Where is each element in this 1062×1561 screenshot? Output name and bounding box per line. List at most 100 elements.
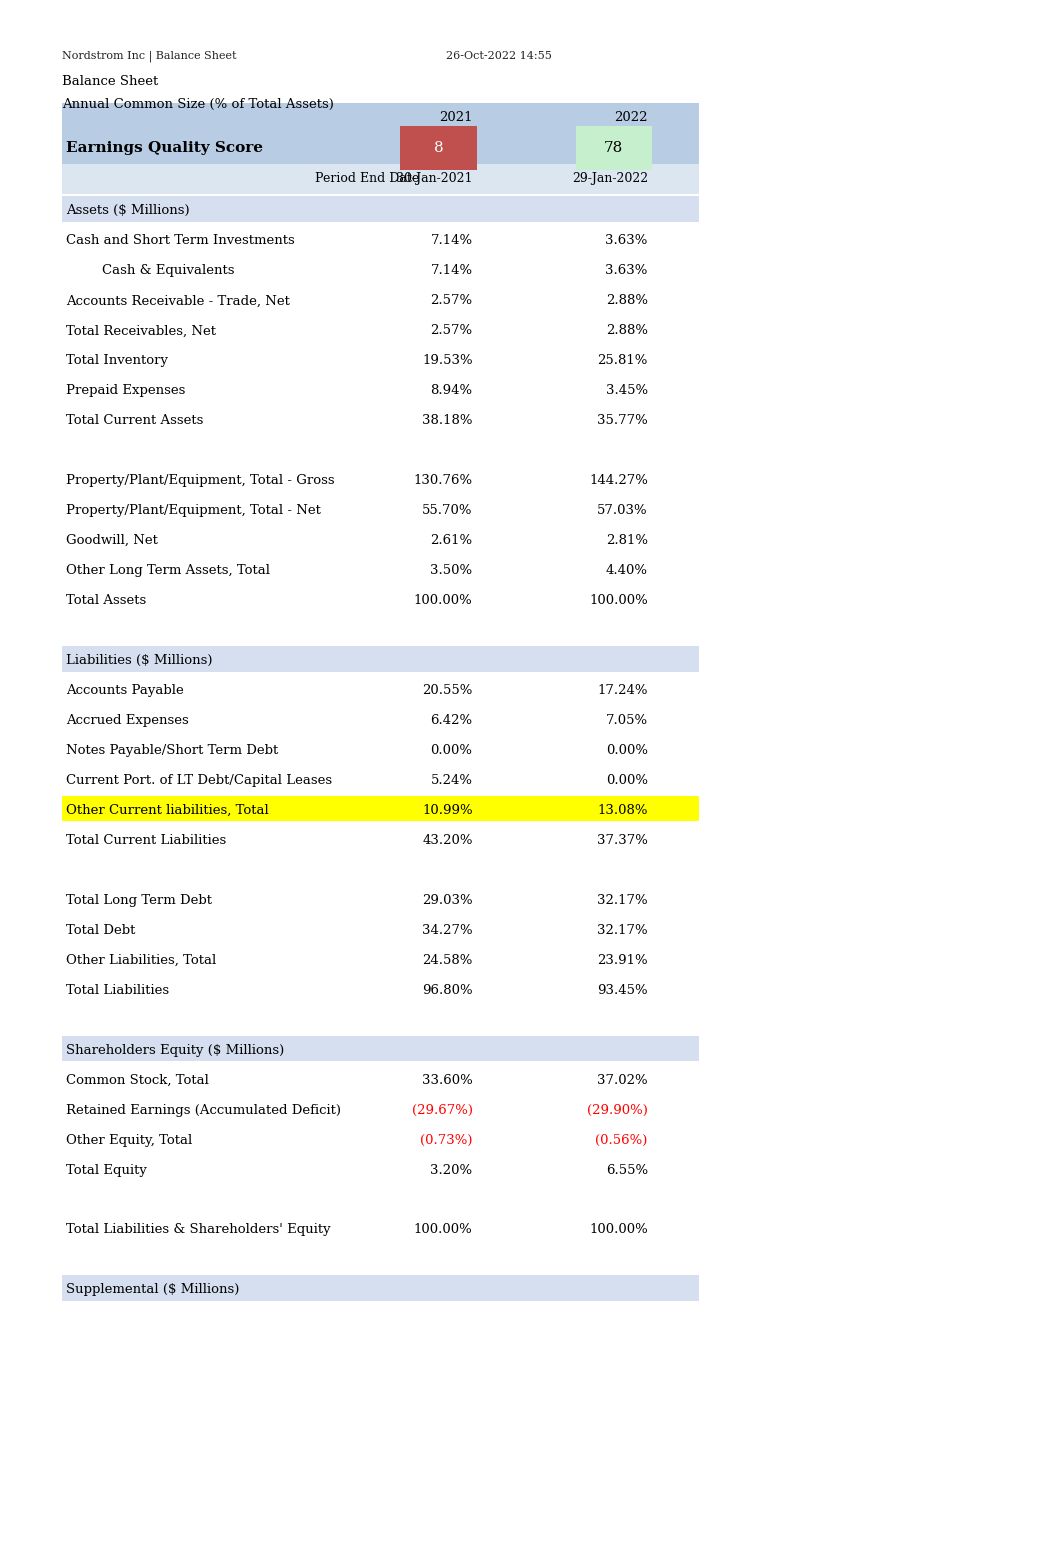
Text: Balance Sheet: Balance Sheet — [62, 75, 158, 87]
Text: (29.90%): (29.90%) — [587, 1104, 648, 1116]
Text: Period End Date: Period End Date — [315, 172, 419, 186]
Text: Total Debt: Total Debt — [66, 924, 135, 937]
Text: 78: 78 — [604, 142, 623, 155]
Text: 0.00%: 0.00% — [605, 774, 648, 787]
Text: 13.08%: 13.08% — [597, 804, 648, 816]
Text: 100.00%: 100.00% — [414, 595, 473, 607]
Text: 24.58%: 24.58% — [423, 954, 473, 966]
Text: Total Current Liabilities: Total Current Liabilities — [66, 834, 226, 846]
Text: 32.17%: 32.17% — [597, 894, 648, 907]
Text: 55.70%: 55.70% — [422, 504, 473, 517]
Text: 29.03%: 29.03% — [422, 894, 473, 907]
Text: 6.42%: 6.42% — [430, 713, 473, 727]
Text: 30-Jan-2021: 30-Jan-2021 — [396, 172, 473, 186]
Text: 3.45%: 3.45% — [605, 384, 648, 396]
Text: Total Liabilities: Total Liabilities — [66, 983, 169, 996]
Text: 5.24%: 5.24% — [430, 774, 473, 787]
Text: Common Stock, Total: Common Stock, Total — [66, 1074, 209, 1086]
FancyBboxPatch shape — [62, 197, 699, 222]
Text: Annual Common Size (% of Total Assets): Annual Common Size (% of Total Assets) — [62, 98, 333, 111]
Text: 25.81%: 25.81% — [598, 354, 648, 367]
Text: Nordstrom Inc | Balance Sheet: Nordstrom Inc | Balance Sheet — [62, 50, 236, 62]
Text: 10.99%: 10.99% — [422, 804, 473, 816]
Text: 20.55%: 20.55% — [423, 684, 473, 696]
Text: 43.20%: 43.20% — [422, 834, 473, 846]
Text: 8.94%: 8.94% — [430, 384, 473, 396]
Text: 100.00%: 100.00% — [589, 595, 648, 607]
Text: 35.77%: 35.77% — [597, 414, 648, 428]
Text: 100.00%: 100.00% — [414, 1224, 473, 1236]
Text: Total Receivables, Net: Total Receivables, Net — [66, 325, 216, 337]
Text: Accounts Receivable - Trade, Net: Accounts Receivable - Trade, Net — [66, 295, 290, 308]
Text: 2022: 2022 — [614, 111, 648, 125]
Text: Accounts Payable: Accounts Payable — [66, 684, 184, 696]
Text: Cash and Short Term Investments: Cash and Short Term Investments — [66, 234, 294, 247]
Text: Other Equity, Total: Other Equity, Total — [66, 1133, 192, 1146]
Text: 37.37%: 37.37% — [597, 834, 648, 846]
Text: 96.80%: 96.80% — [422, 983, 473, 996]
FancyBboxPatch shape — [62, 164, 699, 194]
Text: 7.14%: 7.14% — [430, 234, 473, 247]
Text: 3.63%: 3.63% — [605, 264, 648, 278]
Text: (29.67%): (29.67%) — [412, 1104, 473, 1116]
Text: 8: 8 — [433, 142, 444, 155]
Text: 23.91%: 23.91% — [597, 954, 648, 966]
Text: 2.57%: 2.57% — [430, 295, 473, 308]
FancyBboxPatch shape — [400, 126, 477, 170]
Text: 3.63%: 3.63% — [605, 234, 648, 247]
Text: Total Inventory: Total Inventory — [66, 354, 168, 367]
Text: Goodwill, Net: Goodwill, Net — [66, 534, 158, 546]
Text: 4.40%: 4.40% — [605, 564, 648, 578]
Text: 2.88%: 2.88% — [605, 325, 648, 337]
Text: 144.27%: 144.27% — [589, 475, 648, 487]
Text: Property/Plant/Equipment, Total - Net: Property/Plant/Equipment, Total - Net — [66, 504, 321, 517]
FancyBboxPatch shape — [62, 796, 699, 821]
Text: Retained Earnings (Accumulated Deficit): Retained Earnings (Accumulated Deficit) — [66, 1104, 341, 1116]
FancyBboxPatch shape — [576, 126, 652, 170]
Text: 2.57%: 2.57% — [430, 325, 473, 337]
Text: 0.00%: 0.00% — [605, 745, 648, 757]
Text: Total Equity: Total Equity — [66, 1163, 147, 1177]
Text: 19.53%: 19.53% — [422, 354, 473, 367]
Text: (0.56%): (0.56%) — [596, 1133, 648, 1146]
Text: 29-Jan-2022: 29-Jan-2022 — [571, 172, 648, 186]
Text: Prepaid Expenses: Prepaid Expenses — [66, 384, 185, 396]
FancyBboxPatch shape — [62, 646, 699, 671]
Text: 6.55%: 6.55% — [605, 1163, 648, 1177]
Text: 33.60%: 33.60% — [422, 1074, 473, 1086]
Text: Total Long Term Debt: Total Long Term Debt — [66, 894, 211, 907]
Text: Shareholders Equity ($ Millions): Shareholders Equity ($ Millions) — [66, 1044, 285, 1057]
Text: 2.61%: 2.61% — [430, 534, 473, 546]
Text: Assets ($ Millions): Assets ($ Millions) — [66, 204, 189, 217]
Text: 93.45%: 93.45% — [597, 983, 648, 996]
Text: Liabilities ($ Millions): Liabilities ($ Millions) — [66, 654, 212, 667]
Text: Other Current liabilities, Total: Other Current liabilities, Total — [66, 804, 269, 816]
Text: Property/Plant/Equipment, Total - Gross: Property/Plant/Equipment, Total - Gross — [66, 475, 335, 487]
Text: Total Current Assets: Total Current Assets — [66, 414, 203, 428]
FancyBboxPatch shape — [62, 1035, 699, 1061]
FancyBboxPatch shape — [62, 131, 699, 165]
Text: 26-Oct-2022 14:55: 26-Oct-2022 14:55 — [446, 52, 552, 61]
Text: 2.81%: 2.81% — [605, 534, 648, 546]
Text: 7.05%: 7.05% — [605, 713, 648, 727]
Text: 37.02%: 37.02% — [597, 1074, 648, 1086]
FancyBboxPatch shape — [62, 1275, 699, 1300]
Text: Earnings Quality Score: Earnings Quality Score — [66, 142, 262, 155]
Text: 2021: 2021 — [439, 111, 473, 125]
Text: 38.18%: 38.18% — [422, 414, 473, 428]
Text: (0.73%): (0.73%) — [421, 1133, 473, 1146]
Text: 0.00%: 0.00% — [430, 745, 473, 757]
Text: Total Assets: Total Assets — [66, 595, 147, 607]
FancyBboxPatch shape — [62, 103, 699, 133]
Text: 34.27%: 34.27% — [422, 924, 473, 937]
Text: 32.17%: 32.17% — [597, 924, 648, 937]
Text: Current Port. of LT Debt/Capital Leases: Current Port. of LT Debt/Capital Leases — [66, 774, 332, 787]
Text: 57.03%: 57.03% — [597, 504, 648, 517]
Text: Cash & Equivalents: Cash & Equivalents — [102, 264, 235, 278]
Text: 130.76%: 130.76% — [413, 475, 473, 487]
Text: 3.20%: 3.20% — [430, 1163, 473, 1177]
Text: 7.14%: 7.14% — [430, 264, 473, 278]
Text: Accrued Expenses: Accrued Expenses — [66, 713, 189, 727]
Text: Other Liabilities, Total: Other Liabilities, Total — [66, 954, 216, 966]
Text: 3.50%: 3.50% — [430, 564, 473, 578]
